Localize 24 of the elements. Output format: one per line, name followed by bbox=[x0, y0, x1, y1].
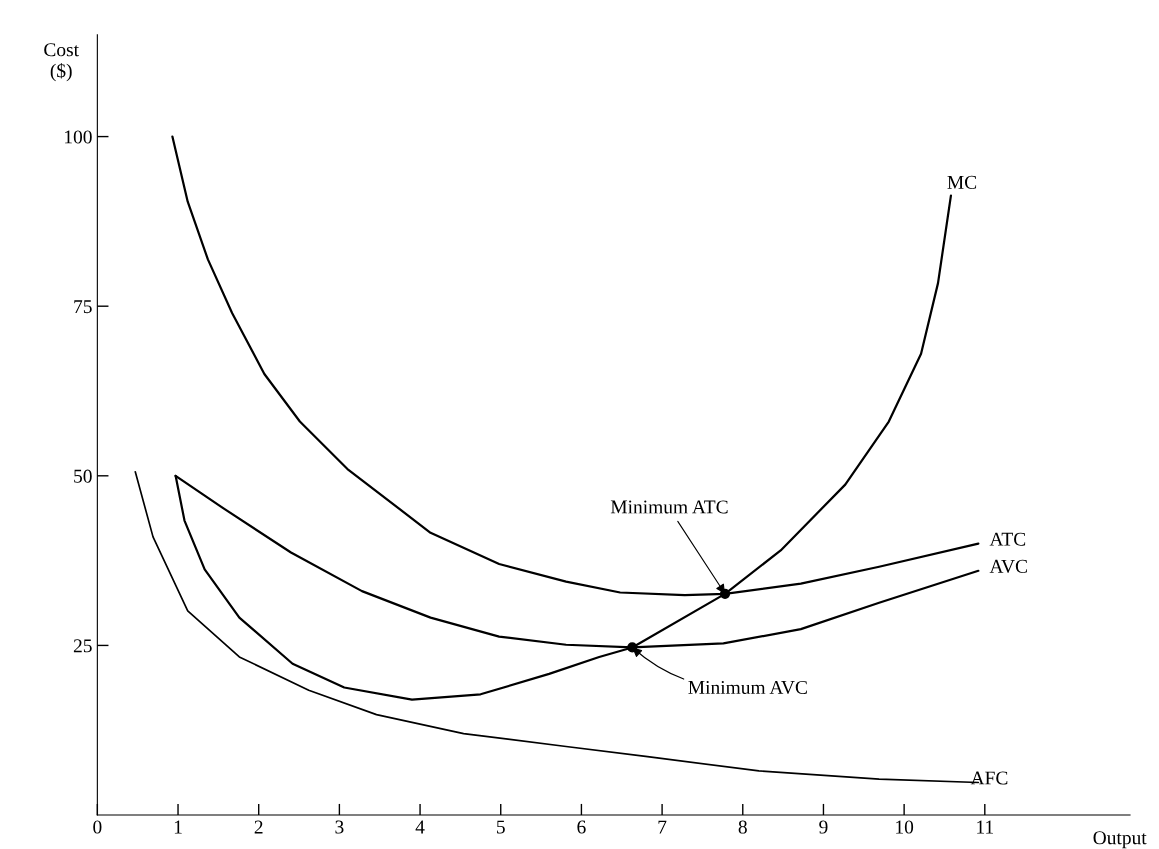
y-tick-label: 25 bbox=[73, 639, 92, 653]
x-axis-title: Output bbox=[1093, 831, 1147, 849]
x-tick-label: 0 bbox=[93, 820, 102, 834]
y-tick-label: 50 bbox=[74, 469, 92, 483]
y-axis-title: Cost ($) bbox=[44, 43, 79, 82]
x-tick-label: 4 bbox=[415, 820, 425, 834]
x-tick-label: 10 bbox=[896, 820, 914, 834]
x-tick-label: 5 bbox=[497, 820, 505, 834]
x-tick-label: 6 bbox=[577, 820, 586, 834]
x-tick-label: 1 bbox=[174, 820, 182, 834]
annotation: Minimum AVC bbox=[688, 680, 807, 695]
x-tick-label: 9 bbox=[819, 820, 828, 834]
series-label: ATC bbox=[989, 532, 1026, 546]
series-label: AVC bbox=[989, 559, 1027, 573]
x-tick-label: 8 bbox=[738, 820, 747, 834]
x-tick-label: 3 bbox=[335, 820, 344, 834]
annotation: Minimum ATC bbox=[610, 500, 728, 514]
x-tick-label: 11 bbox=[977, 820, 993, 834]
series-label: AFC bbox=[970, 771, 1008, 785]
x-tick-label: 7 bbox=[658, 820, 667, 834]
y-tick-label: 100 bbox=[65, 130, 92, 144]
x-tick-label: 2 bbox=[254, 820, 263, 834]
series-label: MC bbox=[947, 175, 977, 189]
y-tick-label: 75 bbox=[74, 300, 92, 314]
